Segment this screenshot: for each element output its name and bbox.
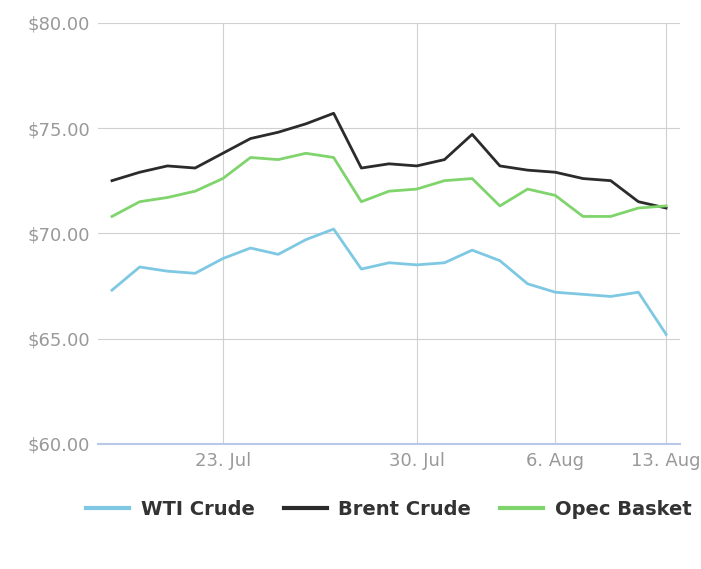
Legend: WTI Crude, Brent Crude, Opec Basket: WTI Crude, Brent Crude, Opec Basket xyxy=(79,492,700,527)
